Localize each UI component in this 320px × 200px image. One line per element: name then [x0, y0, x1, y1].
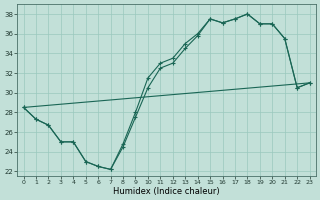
X-axis label: Humidex (Indice chaleur): Humidex (Indice chaleur): [113, 187, 220, 196]
